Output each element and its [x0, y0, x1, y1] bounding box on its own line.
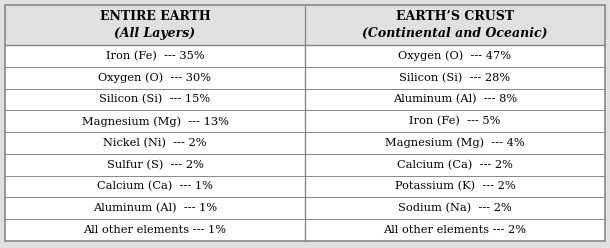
Text: All other elements --- 1%: All other elements --- 1% — [84, 225, 226, 235]
Text: Iron (Fe)  --- 5%: Iron (Fe) --- 5% — [409, 116, 501, 126]
Text: Potassium (K)  --- 2%: Potassium (K) --- 2% — [395, 181, 515, 192]
Text: Magnesium (Mg)  --- 4%: Magnesium (Mg) --- 4% — [385, 138, 525, 148]
Text: Iron (Fe)  --- 35%: Iron (Fe) --- 35% — [106, 51, 204, 61]
Text: Aluminum (Al)  --- 8%: Aluminum (Al) --- 8% — [393, 94, 517, 105]
Text: Aluminum (Al)  --- 1%: Aluminum (Al) --- 1% — [93, 203, 217, 214]
Text: (Continental and Oceanic): (Continental and Oceanic) — [362, 27, 548, 40]
Bar — [5, 5, 605, 45]
Text: Sulfur (S)  --- 2%: Sulfur (S) --- 2% — [107, 160, 204, 170]
Text: ENTIRE EARTH: ENTIRE EARTH — [99, 10, 210, 24]
Text: Nickel (Ni)  --- 2%: Nickel (Ni) --- 2% — [103, 138, 207, 148]
Text: (All Layers): (All Layers) — [115, 27, 196, 40]
Text: Magnesium (Mg)  --- 13%: Magnesium (Mg) --- 13% — [82, 116, 228, 126]
Text: Silicon (Si)  --- 15%: Silicon (Si) --- 15% — [99, 94, 210, 105]
Text: Oxygen (O)  --- 30%: Oxygen (O) --- 30% — [98, 72, 212, 83]
Text: Calcium (Ca)  --- 1%: Calcium (Ca) --- 1% — [97, 181, 213, 192]
Text: Oxygen (O)  --- 47%: Oxygen (O) --- 47% — [398, 51, 512, 61]
Text: Sodium (Na)  --- 2%: Sodium (Na) --- 2% — [398, 203, 512, 214]
Text: Silicon (Si)  --- 28%: Silicon (Si) --- 28% — [400, 72, 511, 83]
Text: Calcium (Ca)  --- 2%: Calcium (Ca) --- 2% — [397, 160, 513, 170]
Text: EARTH’S CRUST: EARTH’S CRUST — [396, 10, 514, 24]
Text: All other elements --- 2%: All other elements --- 2% — [384, 225, 526, 235]
